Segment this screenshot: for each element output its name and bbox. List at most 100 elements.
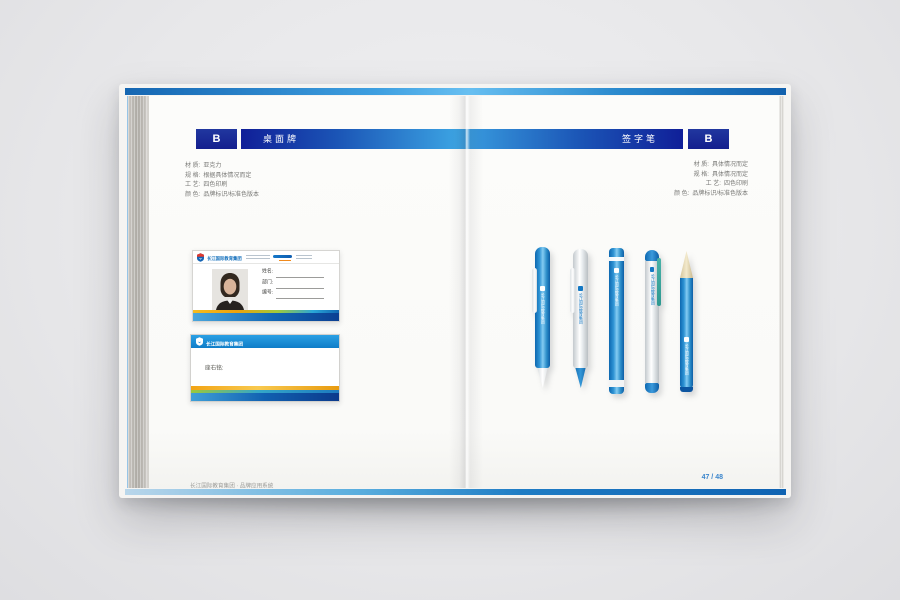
- page-stack-edge-left: [128, 96, 149, 488]
- pen-brand-text: 长江国际教育集团: [614, 274, 619, 306]
- spec-label: 规 格:: [185, 172, 201, 179]
- spec-row: 颜 色: 品牌标识/标准色版本: [185, 191, 259, 201]
- desk-plate-color-stripes: [191, 386, 339, 401]
- right-page-footer: 47 / 48: [650, 474, 723, 481]
- section-title-right-label: 签字笔: [621, 134, 658, 144]
- wordmark-shape: [273, 254, 292, 258]
- stripe-blue-band: [191, 393, 339, 401]
- brand-logo-icon: [649, 267, 655, 272]
- spec-row: 工 艺: 四色印刷: [620, 180, 748, 190]
- pen-tip: [537, 368, 548, 388]
- pen-cap: [645, 250, 659, 261]
- brand-logo-icon: [684, 337, 689, 342]
- brand-logo-icon: [540, 286, 545, 291]
- book-cover-edge-bottom: [125, 489, 786, 495]
- spec-label: 工 艺:: [185, 182, 201, 188]
- footer-text: 长江国际教育集团 · 品牌应用系统: [190, 483, 274, 490]
- left-spec-list: 材 质: 亚克力 规 格: 根据具体情况而定 工 艺: 四色印刷 颜 色: 品牌标识/标…: [185, 162, 259, 200]
- card-field-label: 姓名:: [262, 268, 274, 274]
- spec-label: 材 质:: [693, 162, 709, 168]
- section-title-left: 桌面牌: [241, 129, 455, 149]
- card-field-label: 编号:: [262, 289, 274, 295]
- spec-value: 具体情况而定: [711, 171, 748, 178]
- pencil-end-cap: [680, 387, 693, 392]
- pen-clip-teal: [657, 258, 661, 306]
- book-cover-edge-top: [125, 88, 786, 95]
- employee-photo: [212, 269, 248, 310]
- id-card-header: 长江国际教育集团: [193, 251, 339, 264]
- page-stack-edge-right: [779, 96, 784, 488]
- spec-label: 规 格:: [693, 171, 709, 178]
- pen-brand-text: 长江国际教育集团: [650, 273, 654, 305]
- spec-row: 工 艺: 四色印刷: [185, 181, 259, 191]
- id-card-fields: 姓名: 部门: 编号:: [262, 269, 324, 310]
- pen-barrel: [645, 261, 659, 383]
- left-page-footer: 长江国际教育集团 · 品牌应用系统: [190, 475, 294, 493]
- brand-logo-icon: [614, 268, 619, 273]
- pen-brand-text: 长江国际教育集团: [578, 292, 583, 324]
- brand-logo-icon: [578, 286, 583, 291]
- spec-label: 颜 色:: [673, 190, 690, 197]
- stripe-blue-band: [193, 313, 339, 321]
- desk-plate-header: 长江国际教育集团: [191, 335, 339, 348]
- pen-barrel: [535, 247, 550, 368]
- pen-rollerball-blue: 长江国际教育集团: [609, 248, 624, 394]
- spec-row: 材 质: 具体情况而定: [620, 161, 748, 171]
- spec-label: 工 艺:: [705, 181, 721, 187]
- micro-text-lines: [296, 255, 312, 259]
- spine-crease: [449, 96, 483, 488]
- card-field-row: 姓名:: [262, 269, 324, 278]
- pen-brand-mark: 长江国际教育集团: [680, 337, 693, 400]
- section-tab-right-label: B: [704, 133, 713, 145]
- spec-value: 品牌标识/标准色版本: [203, 191, 260, 198]
- pen-ballpoint-white: 长江国际教育集团: [570, 249, 588, 388]
- brand-shield-icon: [196, 337, 203, 346]
- pen-barrel: [609, 248, 624, 394]
- card-field-line: [276, 293, 324, 299]
- section-tab-left: B: [196, 129, 237, 149]
- spec-value: 具体情况而定: [711, 162, 748, 168]
- id-card-body: 姓名: 部门: 编号:: [193, 264, 339, 310]
- pen-brand-mark: 长江国际教育集团: [609, 268, 624, 331]
- pen-barrel: [573, 249, 588, 368]
- spec-value: 根据具体情况而定: [203, 172, 252, 179]
- pencil-blue: 长江国际教育集团: [680, 251, 693, 392]
- pen-gel-white-teal-clip: 长江国际教育集团: [645, 250, 661, 393]
- pen-ballpoint-blue: 长江国际教育集团: [532, 247, 550, 388]
- spec-value: 品牌标识/标准色版本: [692, 190, 748, 197]
- pen-lower-band: [609, 380, 624, 387]
- spec-label: 颜 色:: [185, 191, 201, 198]
- stripe-multicolor: [193, 310, 339, 313]
- pen-brand-mark: 长江国际教育集团: [535, 286, 550, 349]
- spec-row: 规 格: 根据具体情况而定: [185, 172, 259, 182]
- right-spec-list: 材 质: 具体情况而定 规 格: 具体情况而定 工 艺: 四色印刷 颜 色: 品牌标识/…: [620, 161, 748, 199]
- pen-tip: [575, 368, 586, 388]
- pen-cap-ring: [609, 257, 624, 261]
- desk-plate-card: 长江国际教育集团 座右铭:: [190, 334, 340, 402]
- section-title-left-label: 桌面牌: [263, 134, 300, 144]
- micro-text-lines: [246, 255, 270, 259]
- spec-value: 四色印刷: [203, 182, 228, 188]
- desk-plate-body: 座右铭:: [191, 348, 339, 388]
- employee-id-card: 长江国际教育集团 姓名:: [192, 250, 340, 322]
- pen-brand-text: 长江国际教育集团: [540, 292, 545, 324]
- pen-clip: [532, 268, 537, 313]
- pencil-wood-tip: [680, 251, 693, 278]
- card-field-row: 编号:: [262, 290, 324, 299]
- pen-clip: [570, 268, 575, 313]
- section-tab-left-label: B: [212, 133, 221, 145]
- spec-row: 材 质: 亚克力: [185, 162, 259, 172]
- brand-shield-icon: [197, 252, 204, 262]
- pencil-barrel: [680, 278, 693, 388]
- card-field-line: [276, 272, 324, 278]
- wordmark-swoosh: [279, 259, 291, 261]
- pen-brand-text: 长江国际教育集团: [684, 343, 689, 375]
- card-field-row: 部门:: [262, 279, 324, 289]
- id-card-brand-name: 长江国际教育集团: [207, 257, 242, 262]
- stripe-orange: [191, 386, 339, 390]
- spec-value: 亚克力: [203, 163, 222, 169]
- card-field-line: [276, 283, 324, 289]
- section-title-right: 签字笔: [455, 129, 683, 149]
- stripe-green-blue: [191, 390, 339, 393]
